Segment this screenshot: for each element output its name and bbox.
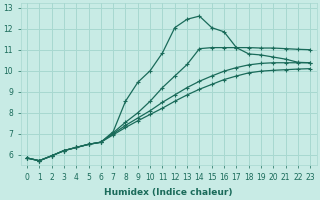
X-axis label: Humidex (Indice chaleur): Humidex (Indice chaleur) bbox=[104, 188, 233, 197]
